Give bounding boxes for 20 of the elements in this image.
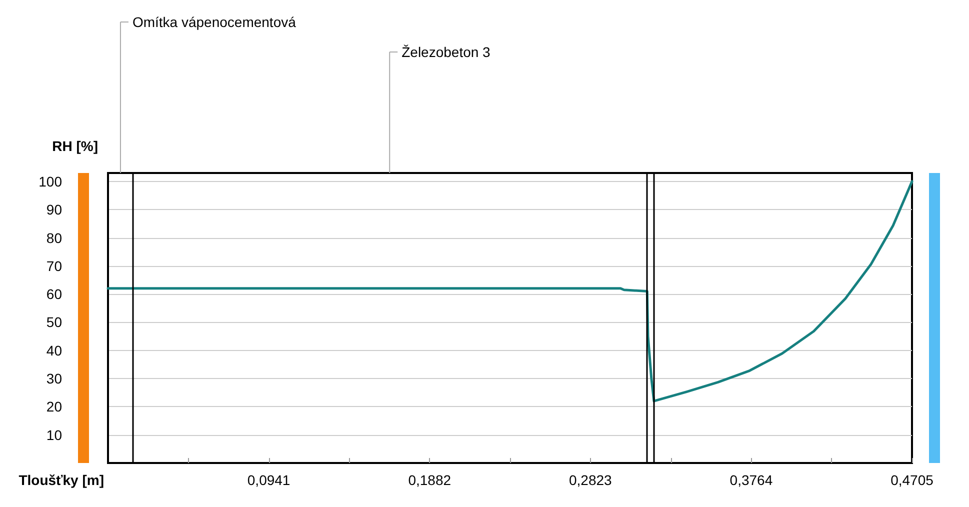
y-tick-label: 40 bbox=[46, 342, 62, 358]
y-tick-label: 20 bbox=[46, 398, 62, 415]
x-tick-label: 0,0941 bbox=[247, 472, 290, 488]
text: Omítka vápenocementová bbox=[132, 14, 296, 30]
y-axis-title: RH [%] bbox=[52, 138, 98, 154]
line-series bbox=[106, 180, 914, 402]
y-tick-label: 100 bbox=[38, 173, 62, 190]
x-tick-label: 0,1882 bbox=[408, 472, 452, 488]
y-tick-label: 50 bbox=[46, 314, 62, 330]
y-tick-label: 90 bbox=[46, 202, 62, 218]
x-axis-title: Tloušťky [m] bbox=[18, 472, 104, 488]
y-tick-label: 30 bbox=[46, 370, 62, 387]
y-tick-label: 80 bbox=[46, 230, 62, 246]
x-tick-label: 0,2823 bbox=[568, 472, 612, 488]
text: Železobeton 3 bbox=[402, 44, 491, 60]
x-tick-label: 0,3764 bbox=[730, 472, 773, 488]
y-tick-label: 10 bbox=[46, 426, 62, 443]
x-tick-label: 0,4705 bbox=[890, 472, 934, 488]
y-tick-label: 70 bbox=[46, 258, 62, 274]
y-tick-label: 60 bbox=[46, 286, 62, 302]
